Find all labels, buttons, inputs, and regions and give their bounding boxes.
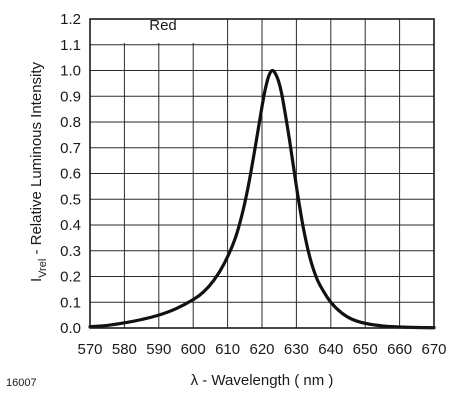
- x-axis-title: λ - Wavelength ( nm ): [191, 372, 334, 389]
- y-tick-label: 1.0: [60, 63, 81, 80]
- y-tick-label: 0.4: [60, 217, 81, 234]
- y-axis-title: IVrel - Relative Luminous Intensity: [28, 61, 49, 282]
- x-tick-label: 630: [284, 341, 309, 358]
- y-tick-label: 0.0: [60, 320, 81, 337]
- x-tick-labels: 570 580 590 600 610 620 630 640 650 660 670: [77, 341, 446, 358]
- plot-frame: [89, 18, 435, 329]
- grid: [90, 19, 434, 328]
- x-tick-label: 660: [387, 341, 412, 358]
- legend-box: [100, 9, 210, 43]
- x-tick-label: 610: [215, 341, 240, 358]
- series-line-red: [88, 68, 436, 330]
- figure-id: 16007: [6, 377, 37, 389]
- x-tick-label: 650: [353, 341, 378, 358]
- series-layer: [88, 68, 436, 330]
- y-tick-label: 0.5: [60, 191, 81, 208]
- x-tick-label: 640: [318, 341, 343, 358]
- legend: Red: [100, 9, 210, 43]
- plot-border: [89, 18, 435, 329]
- y-axis-title-subscript: Vrel: [37, 259, 49, 278]
- y-tick-label: 0.1: [60, 294, 81, 311]
- legend-entry-red: Red: [149, 17, 177, 34]
- y-axis-title-rest: - Relative Luminous Intensity: [28, 61, 45, 258]
- y-tick-label: 0.9: [60, 88, 81, 105]
- x-tick-label: 670: [421, 341, 446, 358]
- x-tick-label: 620: [249, 341, 274, 358]
- y-tick-label: 0.6: [60, 166, 81, 183]
- x-tick-label: 590: [146, 341, 171, 358]
- x-tick-label: 570: [77, 341, 102, 358]
- x-tick-label: 600: [181, 341, 206, 358]
- y-axis-title-main: I: [28, 278, 45, 282]
- y-tick-label: 0.8: [60, 114, 81, 131]
- y-tick-label: 0.2: [60, 269, 81, 286]
- y-tick-label: 0.3: [60, 243, 81, 260]
- x-tick-label: 580: [112, 341, 137, 358]
- y-tick-labels: 0.0 0.1 0.2 0.3 0.4 0.5 0.6 0.7 0.8 0.9 1.0 1.1 1.2: [60, 11, 81, 337]
- y-tick-label: 1.2: [60, 11, 81, 28]
- y-tick-label: 0.7: [60, 140, 81, 157]
- y-tick-label: 1.1: [60, 37, 81, 54]
